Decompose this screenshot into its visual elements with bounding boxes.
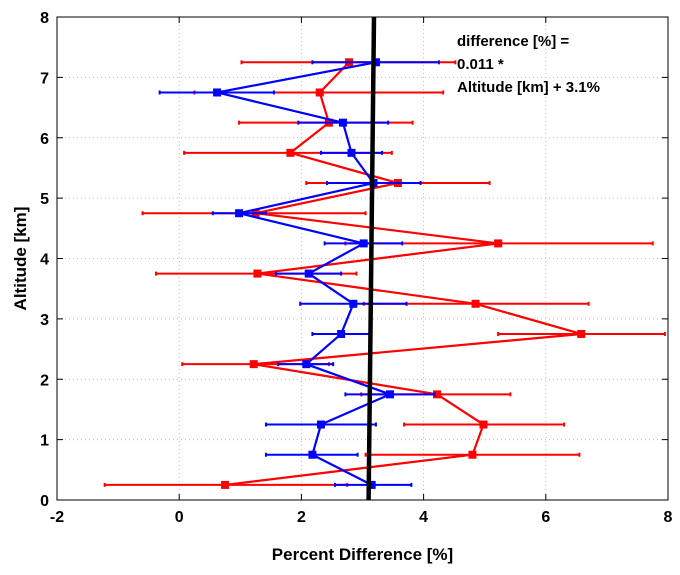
y-tick-label: 3: [40, 312, 49, 329]
data-point: [367, 480, 376, 489]
data-point: [316, 420, 325, 429]
data-point: [371, 58, 380, 67]
data-point: [308, 450, 317, 459]
data-point: [315, 88, 324, 97]
data-point: [213, 88, 222, 97]
data-point: [349, 299, 358, 308]
plot-background: [57, 17, 668, 500]
data-point: [235, 209, 244, 218]
x-tick-label: 4: [419, 509, 428, 526]
data-point: [471, 299, 480, 308]
data-point: [385, 390, 394, 399]
fit-line: [366, 16, 377, 501]
series-layer: [103, 16, 666, 501]
data-point: [221, 480, 230, 489]
x-tick-label: -2: [50, 509, 64, 526]
data-point: [337, 329, 346, 338]
y-axis-label: Altitude [km]: [11, 207, 30, 311]
data-point: [253, 269, 262, 278]
y-tick-label: 1: [40, 433, 49, 450]
series-1: [158, 58, 440, 489]
y-tick-label: 8: [40, 10, 49, 27]
grid: [57, 17, 668, 500]
y-tick-label: 2: [40, 372, 49, 389]
x-tick-label: 8: [664, 509, 673, 526]
data-point: [249, 360, 258, 369]
annotation-line-3: Altitude [km] + 3.1%: [457, 79, 600, 96]
series-2: [366, 16, 377, 501]
data-point: [433, 390, 442, 399]
data-point: [577, 329, 586, 338]
data-point: [338, 118, 347, 127]
y-tick-label: 5: [40, 191, 49, 208]
data-point: [304, 269, 313, 278]
annotation-line-1: difference [%] =: [457, 33, 569, 50]
data-point: [359, 239, 368, 248]
y-tick-label: 0: [40, 493, 49, 510]
data-point: [286, 148, 295, 157]
x-tick-label: 0: [175, 509, 184, 526]
y-tick-label: 4: [40, 252, 49, 269]
x-axis-label: Percent Difference [%]: [272, 545, 453, 564]
data-point: [479, 420, 488, 429]
x-tick-label: 6: [541, 509, 550, 526]
data-point: [468, 450, 477, 459]
data-point: [347, 148, 356, 157]
y-tick-label: 6: [40, 131, 49, 148]
data-point: [494, 239, 503, 248]
x-tick-label: 2: [297, 509, 306, 526]
y-tick-label: 7: [40, 70, 49, 87]
annotation-line-2: 0.011 *: [457, 56, 504, 73]
data-point: [302, 360, 311, 369]
